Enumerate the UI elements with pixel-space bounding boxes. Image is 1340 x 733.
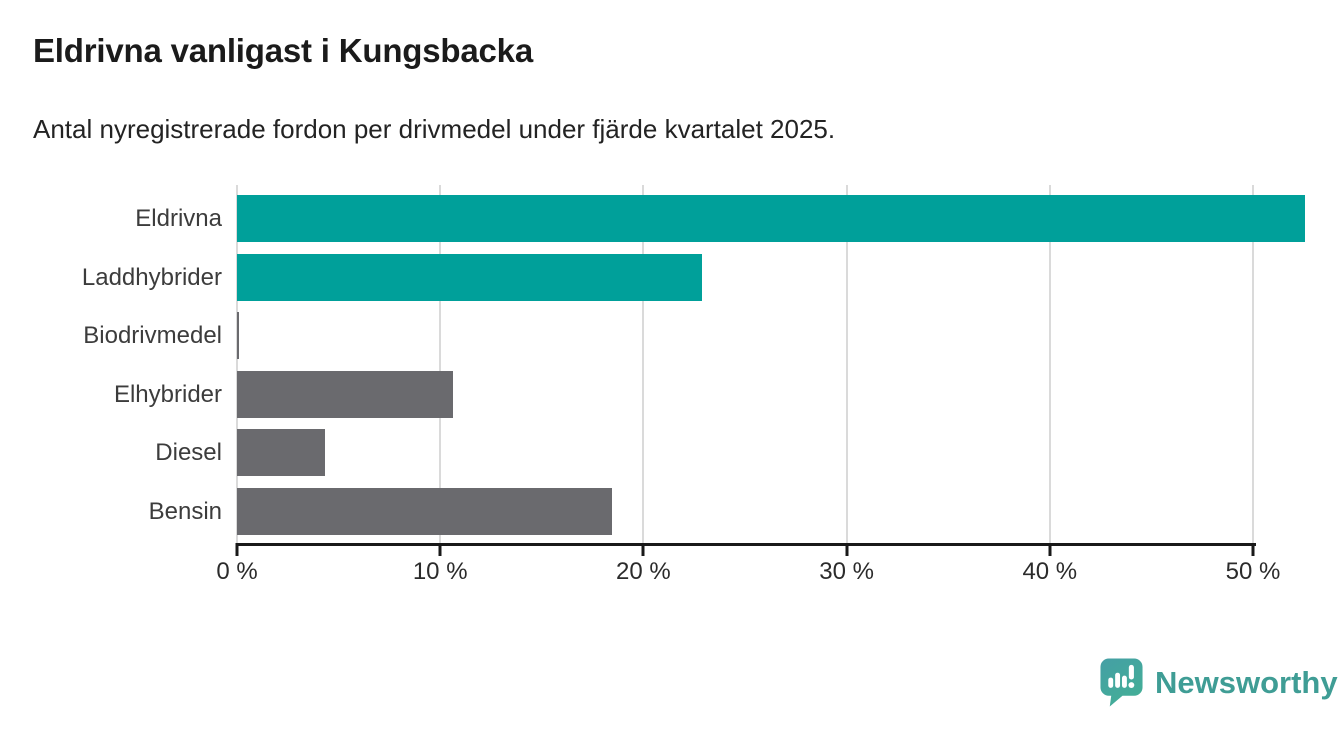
axis-tick bbox=[1048, 543, 1052, 556]
bar-track bbox=[237, 487, 1340, 535]
gridlines bbox=[236, 185, 1254, 543]
axis-tick bbox=[438, 543, 442, 556]
axis-tick-label: 10 % bbox=[412, 558, 468, 585]
gridline bbox=[1252, 185, 1254, 543]
axis-tick-label: 40 % bbox=[1022, 558, 1078, 585]
bar-track bbox=[237, 195, 1340, 242]
bar-track bbox=[237, 253, 1340, 301]
x-axis: 0 % 10 % 20 % 30 % 40 % 50 % bbox=[216, 543, 1280, 588]
gridline bbox=[642, 185, 645, 543]
chart-row: Biodrivmedel bbox=[0, 312, 1340, 360]
brand-name: Newsworthy bbox=[1155, 664, 1338, 700]
bar bbox=[237, 195, 1305, 242]
gridline bbox=[1048, 185, 1051, 543]
axis-tick bbox=[235, 543, 239, 556]
bar bbox=[237, 253, 703, 301]
chart-row: Eldrivna bbox=[0, 195, 1340, 242]
chart-row: Diesel bbox=[0, 429, 1340, 477]
gridline bbox=[236, 185, 238, 543]
axis-tick-label: 30 % bbox=[819, 558, 874, 585]
category-label: Eldrivna bbox=[135, 205, 222, 232]
chart-row: Elhybrider bbox=[0, 370, 1340, 418]
category-label: Laddhybrider bbox=[81, 263, 222, 291]
bar bbox=[237, 312, 240, 360]
chart-title: Eldrivna vanligast i Kungsbacka bbox=[33, 32, 533, 69]
bar-track bbox=[237, 312, 1340, 360]
category-label: Biodrivmedel bbox=[83, 322, 222, 350]
chart-subtitle: Antal nyregistrerade fordon per drivmede… bbox=[33, 114, 836, 144]
category-label: Bensin bbox=[148, 497, 222, 525]
axis-tick-label: 50 % bbox=[1225, 558, 1281, 585]
bar bbox=[237, 487, 613, 535]
axis-tick bbox=[845, 543, 849, 556]
axis-tick-label: 20 % bbox=[616, 558, 671, 585]
axis-tick bbox=[641, 543, 645, 556]
gridline bbox=[845, 185, 848, 543]
bar bbox=[237, 429, 326, 477]
axis-tick bbox=[1251, 543, 1255, 556]
bar bbox=[237, 370, 454, 418]
newsworthy-speech-bubble-chart-icon bbox=[1100, 658, 1143, 707]
x-axis-line bbox=[236, 543, 1256, 546]
chart-row: Bensin bbox=[0, 487, 1340, 535]
gridline bbox=[439, 185, 442, 543]
category-label: Elhybrider bbox=[113, 380, 222, 408]
bar-track bbox=[237, 429, 1340, 477]
chart-row: Laddhybrider bbox=[0, 253, 1340, 301]
newsworthy-logo: Newsworthy bbox=[1099, 657, 1338, 707]
bar-chart: Eldrivna Laddhybrider Biodrivmedel Elhybrid… bbox=[0, 185, 1340, 543]
category-label: Diesel bbox=[155, 439, 222, 467]
axis-tick-label: 0 % bbox=[216, 558, 258, 585]
bar-track bbox=[237, 370, 1340, 418]
chart-rows: Eldrivna Laddhybrider Biodrivmedel Elhybrid… bbox=[0, 185, 1340, 543]
